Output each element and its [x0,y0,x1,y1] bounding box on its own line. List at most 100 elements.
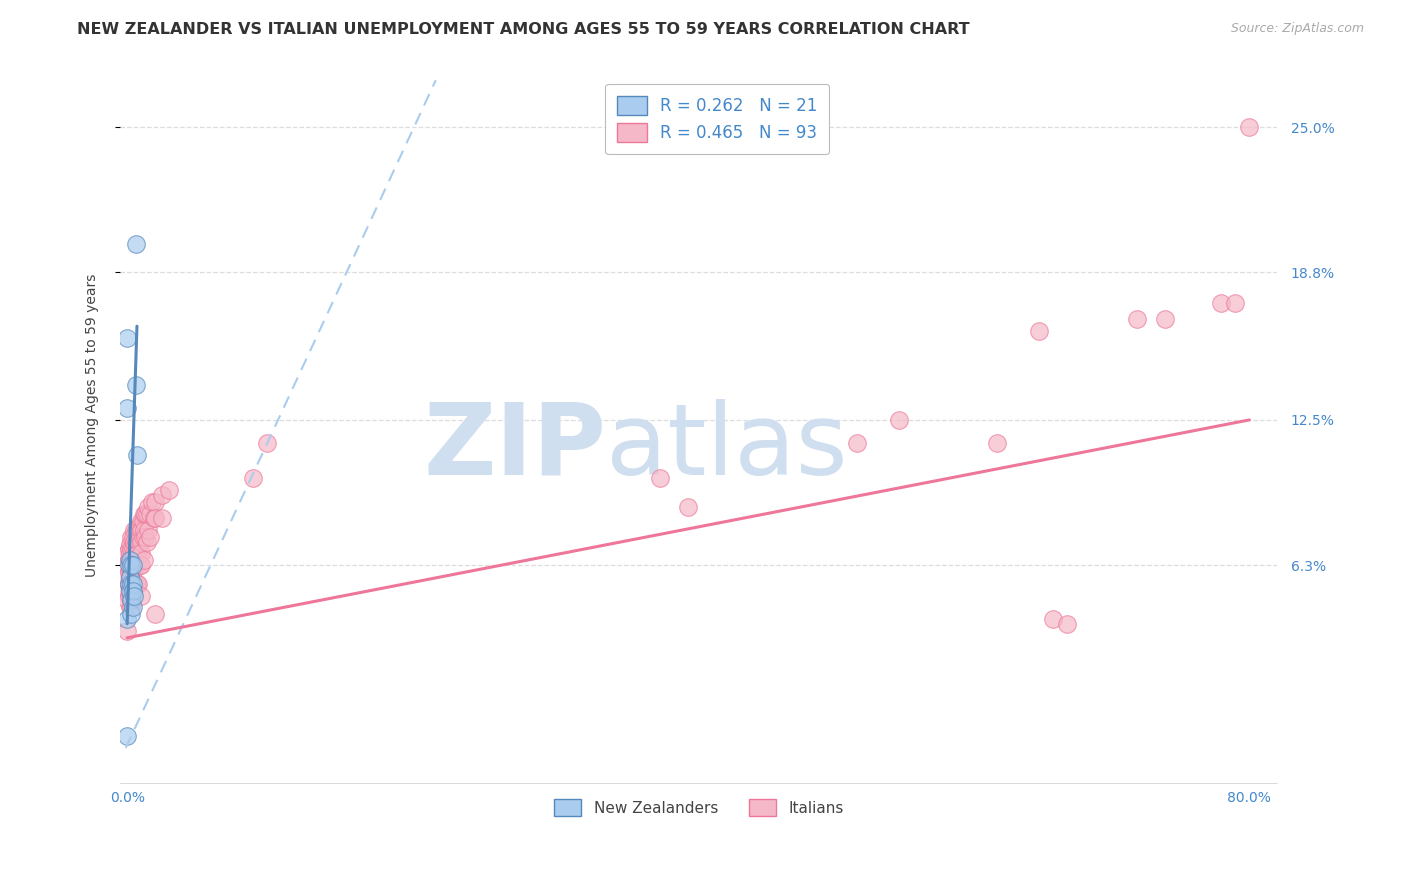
Point [117,558,139,573]
Point [121,577,143,591]
Point [131,530,153,544]
Point [125,558,148,573]
Point [122,546,145,560]
Point [129,514,152,528]
Point [129,546,152,560]
Point [118,570,141,584]
Point [132,553,155,567]
Point [118,553,141,567]
Point [117,541,139,556]
Point [256,436,278,450]
Point [121,553,143,567]
Point [115,570,138,584]
Point [120,565,142,579]
Point [136,500,159,514]
Point [1225,295,1247,310]
Point [121,530,143,544]
Point [120,607,142,622]
Point [138,507,160,521]
Point [125,534,148,549]
Point [1042,612,1064,626]
Point [131,514,153,528]
Point [115,558,138,573]
Point [141,495,163,509]
Point [125,523,148,537]
Point [120,600,142,615]
Text: ZIP: ZIP [423,399,606,496]
Point [127,546,149,560]
Point [118,558,141,573]
Point [132,523,155,537]
Point [1211,295,1233,310]
Point [117,553,139,567]
Point [117,565,139,579]
Point [118,583,141,598]
Point [650,471,672,485]
Point [1154,312,1177,326]
Text: Source: ZipAtlas.com: Source: ZipAtlas.com [1230,22,1364,36]
Point [115,331,138,345]
Point [118,583,141,598]
Point [121,600,143,615]
Point [143,495,166,509]
Point [128,530,150,544]
Point [117,589,139,603]
Point [138,530,160,544]
Point [129,523,152,537]
Point [115,401,138,416]
Point [115,546,138,560]
Point [118,570,141,584]
Point [121,558,143,573]
Point [1239,120,1261,134]
Point [118,537,141,551]
Point [986,436,1008,450]
Point [122,558,145,573]
Point [678,500,700,514]
Point [122,523,145,537]
Point [120,577,142,591]
Point [125,546,148,560]
Point [134,530,156,544]
Point [129,558,152,573]
Point [122,534,145,549]
Point [135,534,157,549]
Point [120,558,142,573]
Point [124,523,146,537]
Point [124,546,146,560]
Point [887,413,910,427]
Point [115,624,138,638]
Point [124,577,146,591]
Point [135,507,157,521]
Point [127,534,149,549]
Point [136,523,159,537]
Point [120,593,142,607]
Point [121,583,143,598]
Point [125,448,148,462]
Point [122,577,145,591]
Text: NEW ZEALANDER VS ITALIAN UNEMPLOYMENT AMONG AGES 55 TO 59 YEARS CORRELATION CHAR: NEW ZEALANDER VS ITALIAN UNEMPLOYMENT AM… [77,22,970,37]
Point [242,471,264,485]
Point [115,612,138,626]
Point [125,577,148,591]
Point [120,577,142,591]
Point [122,589,145,603]
Point [121,577,143,591]
Text: atlas: atlas [606,399,848,496]
Point [143,607,166,622]
Point [129,589,152,603]
Point [127,577,149,591]
Point [132,507,155,521]
Point [115,593,138,607]
Point [118,546,141,560]
Point [121,565,143,579]
Point [1028,324,1050,338]
Point [124,377,146,392]
Point [142,511,165,525]
Point [127,523,149,537]
Point [157,483,180,498]
Point [118,600,141,615]
Point [128,518,150,533]
Point [120,589,142,603]
Point [124,558,146,573]
Y-axis label: Unemployment Among Ages 55 to 59 years: Unemployment Among Ages 55 to 59 years [86,274,100,577]
